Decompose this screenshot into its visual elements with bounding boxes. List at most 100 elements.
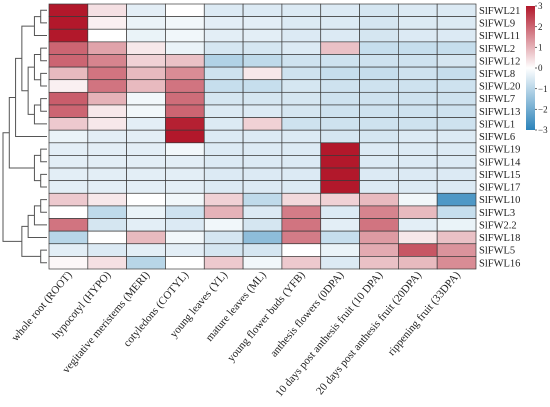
heatmap-cell	[87, 230, 127, 245]
heatmap-cell	[359, 180, 399, 194]
heatmap-cell	[87, 66, 127, 81]
heatmap-cell	[126, 28, 166, 43]
heatmap-cell	[242, 66, 283, 81]
heatmap-cell	[398, 205, 438, 219]
heatmap-cell	[203, 79, 244, 93]
row-label: SlFWL2	[479, 44, 515, 55]
heatmap-cell	[242, 205, 283, 219]
dendrogram-branch	[27, 214, 47, 238]
heatmap-cell	[165, 155, 205, 169]
heatmap-cell	[436, 91, 477, 106]
heatmap-cell	[436, 180, 477, 194]
heatmap-cell	[281, 218, 322, 232]
row-label: SlFWL10	[479, 195, 520, 206]
heatmap-cell	[398, 142, 438, 156]
heatmap-cell	[203, 142, 244, 156]
row-label: SlFWL12	[479, 56, 520, 67]
dendrogram-branch	[15, 57, 47, 137]
heatmap-cell	[320, 155, 360, 169]
heatmap-cell	[87, 167, 127, 182]
heatmap-cell	[165, 54, 205, 68]
heatmap-cell	[436, 218, 477, 232]
heatmap-cell	[203, 230, 244, 245]
heatmap-cell	[398, 104, 438, 118]
row-dendrogram	[2, 9, 47, 264]
heatmap-cell	[203, 104, 244, 118]
heatmap-cell	[203, 66, 244, 81]
heatmap-cell	[359, 104, 399, 118]
heatmap-cell	[359, 41, 399, 55]
heatmap-cell	[281, 167, 322, 182]
heatmap-cell	[320, 218, 360, 232]
heatmap-cell	[359, 205, 399, 219]
heatmap-cell	[242, 243, 283, 257]
heatmap-cell	[203, 218, 244, 232]
heatmap-cell	[281, 54, 322, 68]
heatmap-cell	[320, 91, 360, 106]
heatmap-cell	[242, 16, 283, 30]
dendrogram-branch	[40, 249, 47, 264]
heatmap-cell	[359, 54, 399, 68]
heatmap-cell	[359, 129, 399, 144]
heatmap-cell	[359, 155, 399, 169]
heatmap-cell	[398, 230, 438, 245]
heatmap-cell	[242, 91, 283, 106]
dendrogram-branch	[40, 72, 47, 87]
heatmap-cell	[203, 256, 244, 270]
heatmap-cell	[281, 16, 322, 30]
row-label: SlFWL11	[479, 31, 520, 42]
heatmap-cell	[320, 16, 360, 30]
heatmap-cell	[203, 41, 244, 55]
dendrogram-branch	[21, 225, 41, 257]
heatmap-cell	[320, 104, 360, 118]
heatmap-cell	[48, 167, 89, 182]
heatmap-cell	[320, 205, 360, 219]
heatmap-cell	[320, 192, 360, 207]
heatmap-cell	[87, 155, 127, 169]
heatmap-cell	[436, 230, 477, 245]
heatmap-cell	[165, 117, 205, 131]
heatmap-cell	[87, 256, 127, 270]
heatmap-cell	[398, 155, 438, 169]
heatmap-cell	[359, 66, 399, 81]
heatmap-cell	[126, 243, 166, 257]
heatmap-cell	[87, 91, 127, 106]
row-label: SlFWL15	[479, 170, 520, 181]
heatmap-cell	[320, 28, 360, 43]
dendrogram-branch	[40, 199, 47, 213]
heatmap-cell	[398, 3, 438, 17]
heatmap-cell	[242, 3, 283, 17]
heatmap-cell	[436, 3, 477, 17]
heatmap-cell	[398, 117, 438, 131]
colorbar-tick-label: −2	[538, 105, 548, 115]
heatmap-cell	[398, 16, 438, 30]
heatmap-cell	[436, 16, 477, 30]
heatmap-cell	[398, 218, 438, 232]
heatmap-cell	[87, 129, 127, 144]
heatmap-cell	[242, 41, 283, 55]
heatmap-cell	[165, 41, 205, 55]
heatmap-cell	[359, 3, 399, 17]
heatmap-cell	[242, 155, 283, 169]
heatmap-cell	[126, 16, 166, 30]
column-label: rippening fruit (33DPA)	[386, 269, 463, 358]
heatmap-cell	[48, 205, 89, 219]
heatmap-cell	[165, 180, 205, 194]
heatmap-cell	[281, 28, 322, 43]
heatmap-cell	[320, 180, 360, 194]
heatmap-cell	[242, 218, 283, 232]
heatmap-cell	[126, 155, 166, 169]
heatmap-cell	[165, 16, 205, 30]
colorbar-tick-label: 0	[538, 63, 543, 73]
dendrogram-branch	[33, 154, 41, 182]
dendrogram-branch	[40, 148, 47, 163]
heatmap-cell	[126, 91, 166, 106]
heatmap-cell	[165, 28, 205, 43]
heatmap-cell	[436, 256, 477, 270]
heatmap-cell	[281, 41, 322, 55]
heatmap-cell	[436, 205, 477, 219]
heatmap-cell	[320, 142, 360, 156]
heatmap-cell	[398, 192, 438, 207]
